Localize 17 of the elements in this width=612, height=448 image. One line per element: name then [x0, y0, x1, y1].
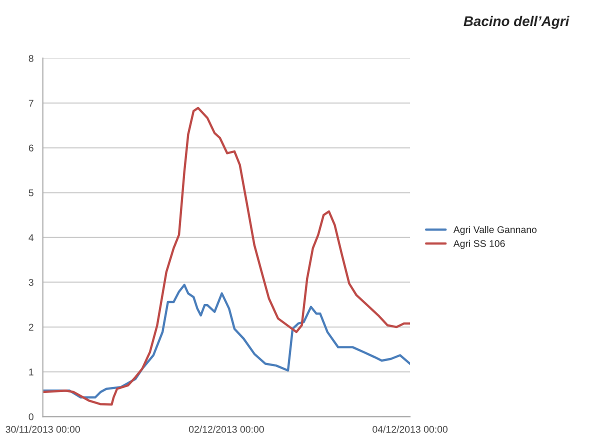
text: Bacino dell’Agri	[464, 16, 570, 29]
y-tick-label: 3	[28, 278, 34, 286]
y-tick-label: 8	[28, 54, 34, 62]
y-tick-label: 6	[28, 144, 34, 152]
y-tick-label: 0	[28, 413, 34, 420]
x-tick-label: 02/12/2013 00:00	[188, 426, 264, 433]
x-tick-label: 04/12/2013 00:00	[372, 426, 448, 433]
line-series	[42, 106, 410, 406]
y-tick-label: 7	[28, 100, 34, 107]
y-tick-label: 4	[28, 234, 34, 241]
y-tick-label: 5	[28, 189, 34, 196]
legend-label: Agri Valle Gannano	[453, 226, 537, 236]
y-tick-label: 1	[29, 368, 34, 376]
x-tick-label: 30/11/2013 00:00	[6, 426, 80, 433]
legend-label: Agri SS 106	[453, 240, 505, 249]
line-series	[42, 284, 410, 398]
y-tick-label: 2	[28, 324, 34, 331]
